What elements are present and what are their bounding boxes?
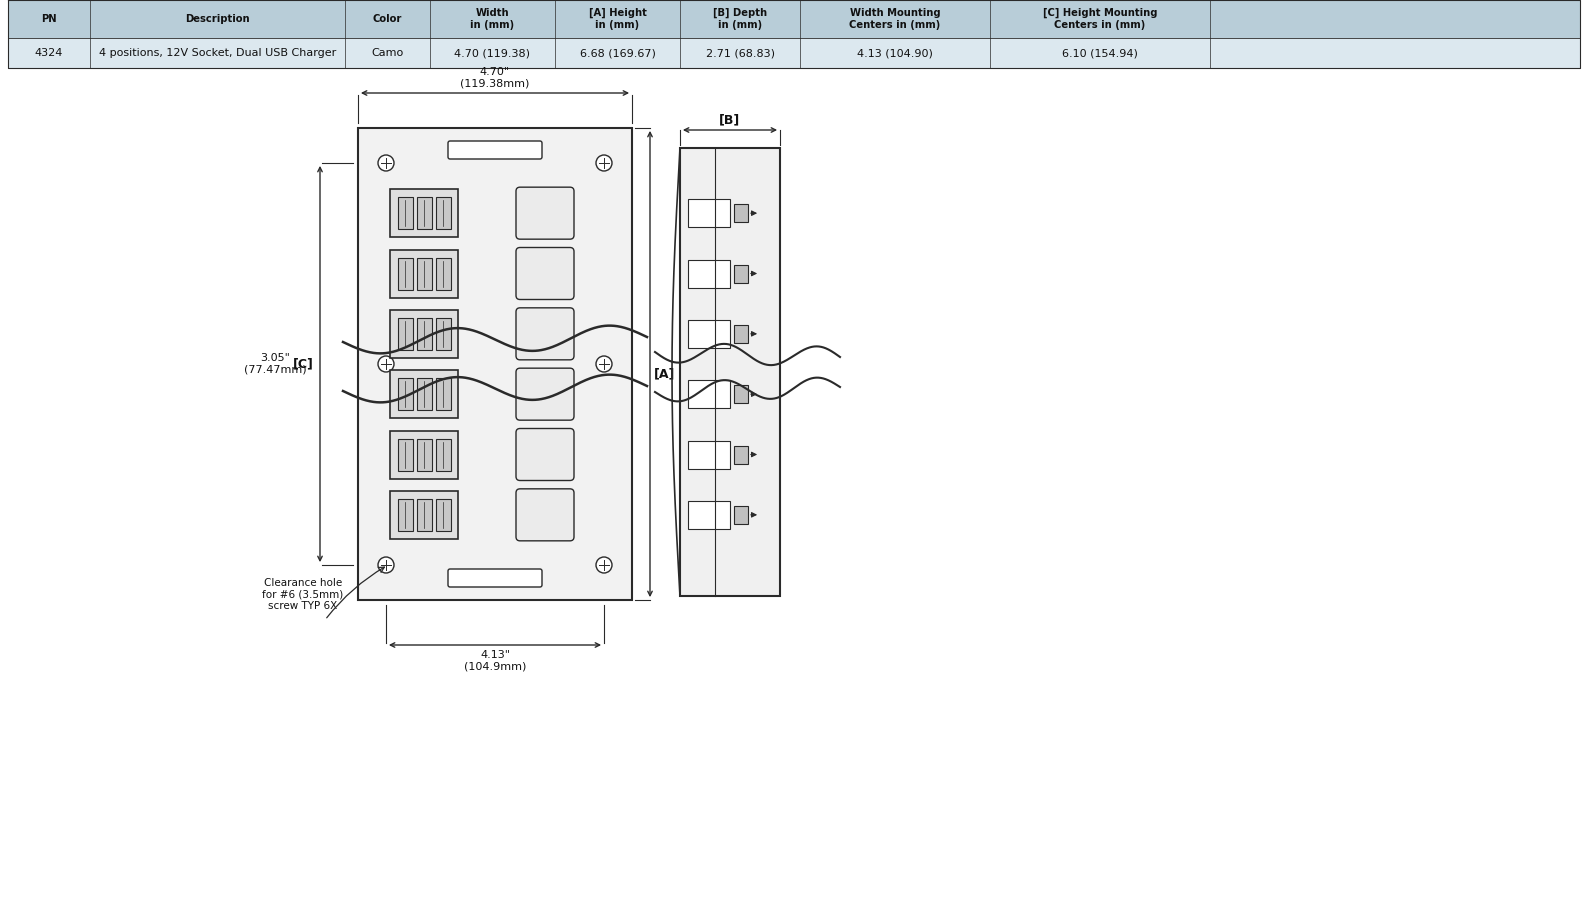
FancyBboxPatch shape bbox=[516, 308, 573, 359]
Bar bbox=[734, 445, 748, 464]
Text: [A] Height
in (mm): [A] Height in (mm) bbox=[589, 8, 646, 30]
Bar bbox=[391, 189, 457, 237]
Bar bbox=[435, 197, 451, 229]
FancyBboxPatch shape bbox=[516, 429, 573, 480]
Text: 4.70"
(119.38mm): 4.70" (119.38mm) bbox=[461, 67, 530, 89]
Bar bbox=[416, 378, 432, 410]
Bar bbox=[397, 197, 413, 229]
Bar bbox=[397, 439, 413, 470]
Bar bbox=[435, 258, 451, 289]
Bar bbox=[391, 431, 457, 479]
Text: [C] Height Mounting
Centers in (mm): [C] Height Mounting Centers in (mm) bbox=[1043, 8, 1158, 30]
Text: 4 positions, 12V Socket, Dual USB Charger: 4 positions, 12V Socket, Dual USB Charge… bbox=[98, 48, 337, 58]
Bar bbox=[734, 325, 748, 343]
Bar bbox=[391, 249, 457, 298]
Bar bbox=[435, 318, 451, 350]
Bar bbox=[435, 499, 451, 530]
Circle shape bbox=[378, 155, 394, 171]
Bar bbox=[688, 260, 730, 287]
Bar bbox=[435, 439, 451, 470]
Circle shape bbox=[596, 356, 611, 372]
Text: [A]: [A] bbox=[654, 368, 675, 381]
FancyBboxPatch shape bbox=[516, 188, 573, 239]
Bar bbox=[734, 264, 748, 283]
FancyBboxPatch shape bbox=[448, 141, 542, 159]
Circle shape bbox=[378, 557, 394, 573]
Bar bbox=[391, 310, 457, 358]
Bar bbox=[680, 148, 780, 596]
Bar bbox=[391, 371, 457, 419]
Text: Clearance hole
for #6 (3.5mm)
screw TYP 6X: Clearance hole for #6 (3.5mm) screw TYP … bbox=[262, 578, 343, 611]
Text: 3.05"
(77.47mm): 3.05" (77.47mm) bbox=[243, 353, 306, 375]
Bar bbox=[416, 258, 432, 289]
Bar bbox=[688, 200, 730, 227]
Bar bbox=[688, 380, 730, 408]
Bar bbox=[397, 499, 413, 530]
Circle shape bbox=[596, 557, 611, 573]
Bar bbox=[688, 441, 730, 468]
Text: Width Mounting
Centers in (mm): Width Mounting Centers in (mm) bbox=[850, 8, 940, 30]
Bar bbox=[357, 128, 632, 600]
Bar bbox=[435, 378, 451, 410]
Circle shape bbox=[378, 356, 394, 372]
FancyBboxPatch shape bbox=[516, 489, 573, 541]
Bar bbox=[734, 204, 748, 222]
Text: 4.13 (104.90): 4.13 (104.90) bbox=[858, 48, 932, 58]
Text: 2.71 (68.83): 2.71 (68.83) bbox=[705, 48, 775, 58]
Text: 6.10 (154.94): 6.10 (154.94) bbox=[1062, 48, 1139, 58]
Bar bbox=[734, 505, 748, 524]
Text: [B]: [B] bbox=[719, 113, 740, 126]
FancyBboxPatch shape bbox=[516, 368, 573, 420]
Text: Width
in (mm): Width in (mm) bbox=[470, 8, 515, 30]
Bar bbox=[416, 197, 432, 229]
Text: Camo: Camo bbox=[372, 48, 403, 58]
Bar bbox=[397, 258, 413, 289]
Bar bbox=[734, 385, 748, 403]
Text: 4.13"
(104.9mm): 4.13" (104.9mm) bbox=[464, 650, 526, 672]
FancyBboxPatch shape bbox=[448, 569, 542, 587]
Text: 4324: 4324 bbox=[35, 48, 64, 58]
Bar bbox=[688, 501, 730, 529]
FancyBboxPatch shape bbox=[516, 248, 573, 299]
Bar bbox=[416, 318, 432, 350]
Text: 4.70 (119.38): 4.70 (119.38) bbox=[454, 48, 530, 58]
Circle shape bbox=[596, 155, 611, 171]
Bar bbox=[416, 439, 432, 470]
Bar bbox=[8, 0, 1580, 38]
Bar bbox=[688, 320, 730, 347]
Bar bbox=[391, 491, 457, 539]
Text: [C]: [C] bbox=[294, 358, 314, 371]
Text: PN: PN bbox=[41, 14, 57, 24]
Text: Description: Description bbox=[186, 14, 249, 24]
Bar bbox=[8, 38, 1580, 68]
Bar bbox=[416, 499, 432, 530]
Text: Color: Color bbox=[373, 14, 402, 24]
Text: [B] Depth
in (mm): [B] Depth in (mm) bbox=[713, 8, 767, 30]
Bar bbox=[397, 378, 413, 410]
Text: 6.68 (169.67): 6.68 (169.67) bbox=[580, 48, 656, 58]
Bar bbox=[397, 318, 413, 350]
